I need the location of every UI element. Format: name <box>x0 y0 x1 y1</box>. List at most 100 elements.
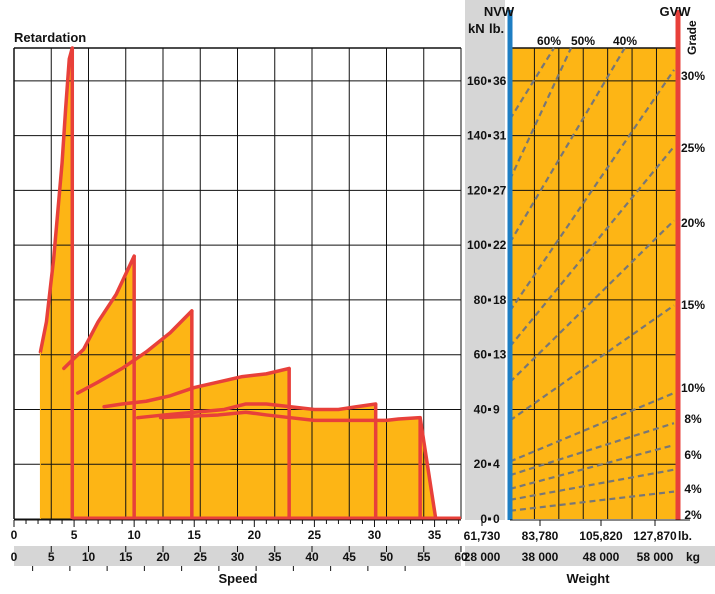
grade-label-top: 40% <box>613 34 637 48</box>
x-bottom-tick-label: 50 <box>380 550 394 564</box>
y-tick-kn: 80 <box>474 293 488 307</box>
weight-tick-kg: 38 000 <box>522 550 559 564</box>
y-tick-dot <box>488 79 491 83</box>
weight-area <box>510 48 676 519</box>
grade-line-20pct <box>509 219 675 383</box>
y-tick-lb: 27 <box>493 183 507 197</box>
grade-label-right: 8% <box>684 412 702 426</box>
weight-unit-kg: kg <box>686 550 700 564</box>
y-tick-dot <box>488 243 491 247</box>
grade-label-right: 30% <box>681 69 705 83</box>
weight-tick-kg: 48 000 <box>583 550 620 564</box>
y-tick-dot <box>488 134 491 138</box>
grade-line-30pct <box>509 69 675 312</box>
y-tick-lb: 13 <box>493 348 507 362</box>
grade-label-right: 10% <box>681 381 705 395</box>
x-bottom-tick-label: 55 <box>417 550 431 564</box>
x-bottom-tick-label: 20 <box>156 550 170 564</box>
grade-line-40pct <box>509 47 626 243</box>
x-axis-label-speed: Speed <box>218 571 257 586</box>
grade-line-6pct <box>509 444 675 490</box>
y-tick-kn: 60 <box>474 348 488 362</box>
y-axis-band <box>465 0 505 520</box>
x-bottom-tick-label: 40 <box>305 550 319 564</box>
gear-curve-4 <box>102 366 291 409</box>
x-axis-label-weight: Weight <box>566 571 610 586</box>
grade-label-right: 20% <box>681 216 705 230</box>
x-top-tick-label: 0 <box>11 528 18 542</box>
grade-line-50pct <box>509 47 573 180</box>
weight-tick-lb: 83,780 <box>522 529 559 543</box>
x-bottom-tick-label: 5 <box>48 550 55 564</box>
weight-kg-band <box>465 546 715 566</box>
grade-line-4pct <box>509 468 675 501</box>
grade-label-right: 25% <box>681 141 705 155</box>
x-top-tick-label: 25 <box>308 528 322 542</box>
y-tick-kn: 0 <box>480 512 487 526</box>
x-bottom-tick-label: 45 <box>343 550 357 564</box>
x-top-tick-label: 20 <box>248 528 262 542</box>
grade-label-right: 2% <box>684 508 702 522</box>
y-unit-kn: kN <box>468 21 485 36</box>
x-bottom-tick-label: 15 <box>119 550 133 564</box>
gear-curve-5 <box>136 402 378 420</box>
grade-label-right: 6% <box>684 448 702 462</box>
x-bottom-tick-label: 35 <box>268 550 282 564</box>
grade-label: Grade <box>685 20 699 55</box>
y-tick-lb: 0 <box>493 512 500 526</box>
grade-line-25pct <box>509 145 675 348</box>
y-tick-dot <box>488 462 491 466</box>
y-tick-kn: 20 <box>474 457 488 471</box>
y-tick-lb: 9 <box>493 402 500 416</box>
y-tick-kn: 120 <box>467 183 487 197</box>
x-top-tick-label: 15 <box>188 528 202 542</box>
weight-tick-kg: 28 000 <box>464 550 501 564</box>
y-tick-dot <box>488 407 491 411</box>
x-top-tick-label: 30 <box>368 528 382 542</box>
x-bottom-tick-label: 25 <box>194 550 208 564</box>
x-bottom-tick-label: 10 <box>82 550 96 564</box>
grade-label-top: 60% <box>537 34 561 48</box>
y-unit-lb: lb. <box>489 21 504 36</box>
y-tick-dot <box>488 188 491 192</box>
grade-label-right: 4% <box>684 482 702 496</box>
grade-label-right: 15% <box>681 298 705 312</box>
x-bottom-tick-label: 60 <box>454 550 468 564</box>
weight-unit-lb: lb. <box>678 529 692 543</box>
gvw-label: GVW <box>659 4 691 19</box>
y-tick-dot <box>488 517 491 521</box>
y-tick-lb: 31 <box>493 129 507 143</box>
x-top-tick-label: 35 <box>428 528 442 542</box>
y-tick-lb: 22 <box>493 238 507 252</box>
weight-panel: 30% 25% 20% 15% 10% 8% 6% 4% 2% 60% 50% 40% 61,730 83… <box>464 10 705 564</box>
speed-panel: 0 5 10 15 20 25 30 350 5 10 15 20 25 30 35 40 45 50 55 600 0… <box>11 46 507 571</box>
x-bottom-tick-label: 0 <box>11 550 18 564</box>
weight-tick-kg: 58 000 <box>637 550 674 564</box>
gear-drop-tail <box>418 417 438 520</box>
y-tick-lb: 36 <box>493 74 507 88</box>
y-tick-kn: 40 <box>474 402 488 416</box>
gear-curve-6 <box>158 410 422 423</box>
weight-tick-lb: 61,730 <box>464 529 501 543</box>
grade-line-8pct <box>509 422 675 477</box>
x-top-tick-label: 10 <box>127 528 141 542</box>
grade-line-15pct <box>509 304 675 422</box>
grade-line-2pct <box>509 490 675 512</box>
x-bottom-tick-label: 30 <box>231 550 245 564</box>
grade-label-top: 50% <box>571 34 595 48</box>
nvw-label: NVW <box>484 4 515 19</box>
weight-tick-lb: 105,820 <box>579 529 623 543</box>
weight-tick-lb: 127,870 <box>633 529 677 543</box>
y-tick-dot <box>488 353 491 357</box>
grade-line-60pct <box>509 47 555 120</box>
y-tick-kn: 160 <box>467 74 487 88</box>
y-tick-dot <box>488 298 491 302</box>
gear-curve-1 <box>38 46 75 354</box>
x-top-tick-label: 5 <box>71 528 78 542</box>
chart-title: Retardation <box>14 30 86 45</box>
y-tick-kn: 140 <box>467 129 487 143</box>
y-tick-lb: 18 <box>493 293 507 307</box>
y-tick-kn: 100 <box>467 238 487 252</box>
y-tick-lb: 4 <box>493 457 500 471</box>
